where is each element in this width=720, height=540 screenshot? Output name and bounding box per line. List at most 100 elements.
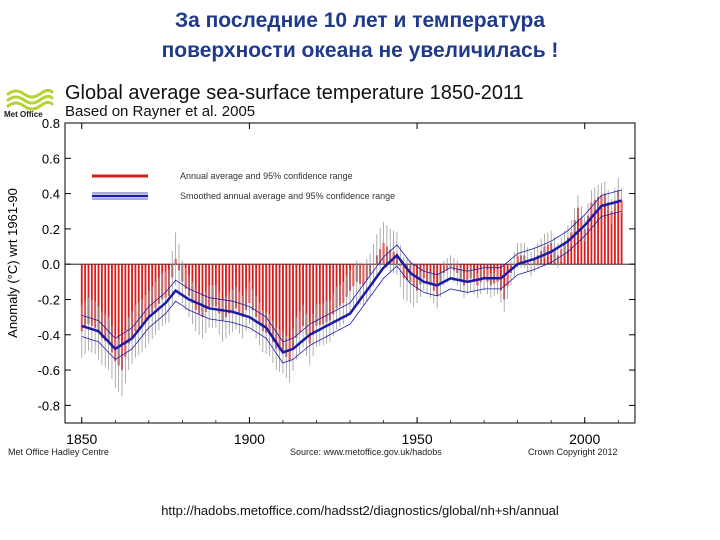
annual-bar: [204, 264, 207, 312]
annual-bar: [201, 264, 204, 318]
annual-bar: [617, 190, 620, 265]
annual-bar: [241, 264, 244, 318]
annual-bar: [620, 200, 623, 265]
x-tick-label: 2000: [569, 431, 600, 447]
annual-bar: [577, 207, 579, 265]
annual-bar: [332, 264, 335, 315]
annual-bar: [228, 264, 231, 314]
annual-bar: [322, 264, 325, 325]
annual-bar: [305, 264, 308, 335]
y-tick-label: -0.8: [38, 398, 60, 413]
sst-anomaly-chart: -0.8 -0.6 -0.4 -0.2 0.0 0.2 0.4 0.6 0.8 1850 1900 1…: [5, 118, 636, 447]
annual-bar: [312, 264, 315, 335]
annual-bar: [198, 264, 201, 314]
footer-left: Met Office Hadley Centre: [8, 447, 109, 457]
annual-bar: [318, 264, 321, 326]
annual-bar: [147, 264, 150, 318]
y-tick-label: -0.6: [38, 363, 60, 378]
source-url-link[interactable]: http://hadobs.metoffice.com/hadsst2/diag…: [161, 503, 559, 518]
annual-bar: [308, 264, 311, 344]
annual-bar: [275, 264, 278, 349]
annual-bar: [238, 264, 241, 313]
annual-bar: [583, 228, 586, 265]
annual-bar: [97, 264, 100, 333]
x-tick-label: 1850: [66, 431, 97, 447]
chart-subtitle: Based on Rayner et al. 2005: [65, 103, 256, 120]
annual-bar: [573, 220, 576, 265]
met-office-logo-text: Met Office: [4, 110, 43, 119]
annual-bar: [114, 264, 117, 362]
met-office-wave-icon: [6, 88, 54, 111]
annual-bar: [80, 264, 83, 332]
footer-copyright: Crown Copyright 2012: [528, 447, 618, 457]
annual-bar: [292, 264, 294, 350]
annual-bar: [127, 264, 130, 344]
annual-bar: [134, 264, 137, 332]
annual-bar: [221, 264, 224, 321]
annual-bar: [593, 199, 596, 265]
x-tick-label: 1900: [234, 431, 265, 447]
annual-bar: [613, 200, 616, 265]
annual-bar: [432, 264, 435, 291]
annual-bar: [258, 264, 261, 325]
annual-bar: [90, 264, 93, 326]
annual-bar: [141, 264, 144, 326]
annual-bar: [271, 264, 274, 342]
annual-bar: [251, 264, 254, 311]
annual-bar: [144, 264, 147, 322]
annual-bar: [600, 195, 603, 265]
smoothed-ci-upper: [81, 189, 622, 343]
annual-bar: [261, 264, 264, 332]
annual-bar: [107, 264, 110, 344]
annual-bar: [282, 264, 284, 353]
annual-bar: [590, 202, 593, 265]
annual-bar: [335, 264, 338, 309]
y-axis-label: Anomaly (°C) wrt 1961-90: [5, 188, 20, 338]
annual-bar: [131, 264, 133, 338]
y-tick-label: 0.0: [42, 257, 60, 272]
annual-bar: [580, 218, 583, 265]
annual-bar: [288, 264, 291, 362]
slide-title-line-2: поверхности океана не увеличилась !: [161, 39, 559, 62]
annual-bar: [436, 264, 439, 296]
annual-bar: [255, 264, 258, 318]
annual-bar: [100, 264, 103, 339]
smoothed-ci-lower: [81, 210, 622, 364]
y-tick-label: 0.2: [42, 222, 60, 237]
annual-bar: [137, 264, 140, 329]
annual-bar: [268, 264, 271, 335]
y-tick-label: 0.6: [42, 151, 60, 166]
smoothed-line: [81, 199, 622, 354]
annual-bar: [587, 215, 589, 265]
annual-bar: [225, 264, 227, 318]
annual-bar: [325, 264, 328, 323]
slide-title: За последние 10 лет и температура поверх…: [0, 6, 720, 66]
annual-bar: [111, 264, 113, 353]
annual-bar: [328, 264, 331, 321]
y-tick-label: -0.2: [38, 292, 60, 307]
footer-source: Source: www.metoffice.gov.uk/hadobs: [290, 447, 442, 457]
annual-bar: [121, 264, 123, 371]
chart-title: Global average sea-surface temperature 1…: [65, 82, 524, 104]
annual-bar: [84, 264, 87, 328]
annual-bar: [302, 264, 304, 326]
annual-bar: [315, 264, 318, 326]
annual-bar: [503, 264, 506, 300]
annual-bar: [298, 264, 301, 333]
annual-bar: [285, 264, 288, 357]
annual-bar: [117, 264, 120, 366]
annual-bar: [278, 264, 281, 351]
x-tick-label: 1950: [401, 431, 432, 447]
annual-bar: [235, 264, 237, 309]
annual-bar: [231, 264, 234, 311]
annual-bar: [87, 264, 90, 325]
annual-bar: [295, 264, 298, 339]
y-tick-label: 0.4: [42, 187, 60, 202]
annual-bar: [218, 264, 221, 314]
annual-bar: [94, 264, 97, 328]
annual-bar: [245, 264, 247, 311]
annual-bar: [265, 264, 268, 333]
slide-title-line-1: За последние 10 лет и температура: [174, 9, 546, 32]
legend-label-annual: Annual average and 95% confidence range: [180, 171, 353, 181]
annual-bar: [194, 264, 197, 311]
